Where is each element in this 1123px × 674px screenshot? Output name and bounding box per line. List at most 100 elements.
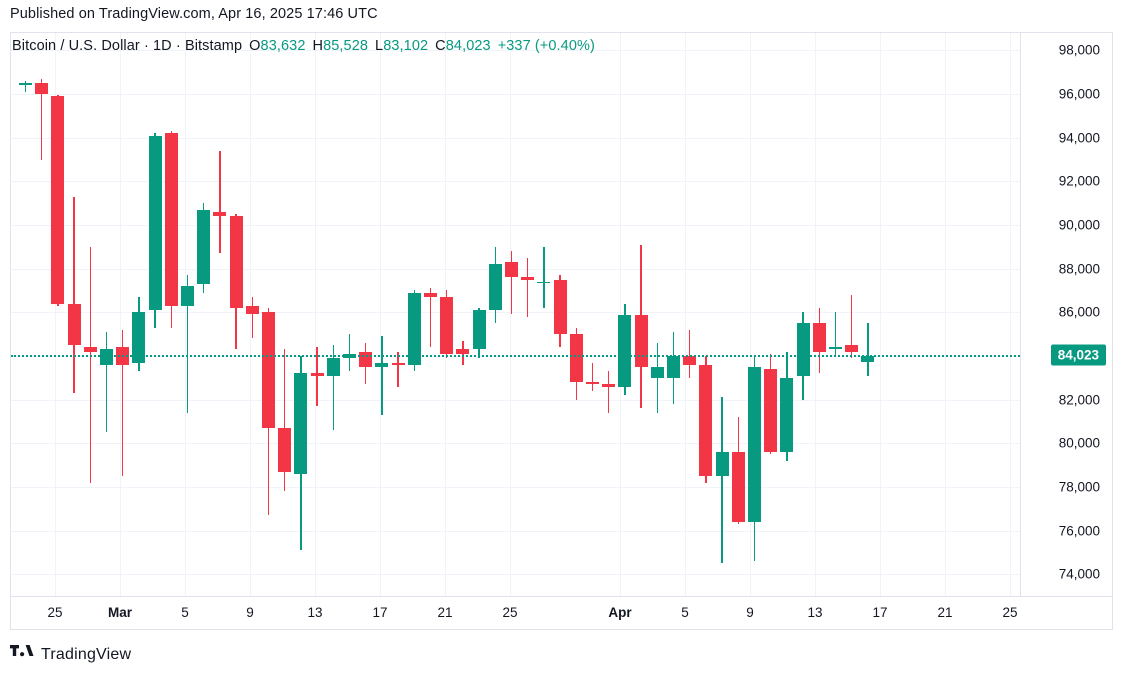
candle-body[interactable] [505, 262, 518, 278]
price-axis-label: 98,000 [1058, 42, 1100, 58]
candle-body[interactable] [715, 451, 729, 476]
candle-wick [24, 81, 27, 92]
candle-body[interactable] [812, 323, 826, 352]
candle-body[interactable] [213, 211, 227, 217]
time-axis-divider [11, 596, 1112, 597]
current-price-badge[interactable]: 84,023 [1050, 344, 1106, 366]
candle-body[interactable] [748, 366, 761, 522]
gridline-horizontal [11, 530, 1020, 532]
candle-wick [316, 347, 318, 407]
candle-body[interactable] [602, 384, 616, 387]
candle-body[interactable] [197, 209, 211, 284]
candle-wick [850, 294, 853, 359]
time-axis[interactable]: 25 Mar 5 9 13 17 21 25 Apr 5 9 13 17 21 25 [11, 597, 1020, 629]
candle-body[interactable] [67, 303, 81, 346]
candle-body[interactable] [83, 347, 97, 352]
tradingview-logo-icon [10, 645, 34, 665]
candle-body[interactable] [650, 366, 664, 378]
candle-wick [40, 78, 43, 160]
candle-body[interactable] [829, 347, 842, 350]
candle-body[interactable] [488, 264, 502, 311]
gridline-vertical [1010, 33, 1011, 596]
candle-body[interactable] [35, 83, 49, 95]
legend-change-value: +337 (+0.40%) [497, 38, 595, 54]
candle-body[interactable] [586, 382, 599, 385]
candle-body[interactable] [764, 369, 778, 452]
candle-wick [607, 371, 610, 413]
candle-body[interactable] [521, 277, 535, 280]
candle-body[interactable] [132, 312, 146, 363]
candle-body[interactable] [407, 292, 421, 365]
time-axis-label: 21 [937, 605, 953, 620]
candle-body[interactable] [683, 355, 697, 365]
legend-close-label: C [435, 38, 446, 54]
candle-body[interactable] [845, 345, 859, 352]
candle-body[interactable] [780, 377, 794, 452]
candle-wick [543, 246, 545, 308]
candle-wick [219, 150, 221, 254]
candle-body[interactable] [229, 216, 243, 308]
candle-body[interactable] [278, 427, 292, 472]
gridline-horizontal [11, 574, 1020, 576]
price-axis-label: 94,000 [1058, 130, 1100, 146]
candle-body[interactable] [618, 314, 632, 387]
legend-high-label: H [312, 38, 324, 54]
candle-body[interactable] [359, 351, 373, 367]
price-axis-label: 82,000 [1058, 392, 1100, 408]
candle-wick [89, 246, 92, 483]
candle-body[interactable] [440, 297, 454, 354]
gridline-vertical [250, 33, 251, 596]
candle-body[interactable] [164, 133, 178, 306]
candle-body[interactable] [537, 281, 551, 284]
legend-interval[interactable]: 1D [153, 38, 172, 54]
candle-body[interactable] [262, 312, 275, 428]
candle-body[interactable] [667, 355, 680, 378]
gridline-vertical [945, 33, 946, 596]
candle-body[interactable] [148, 135, 162, 311]
candle-body[interactable] [634, 314, 648, 367]
candle-wick [688, 329, 691, 378]
price-axis-label: 74,000 [1058, 566, 1100, 582]
legend-exchange[interactable]: Bitstamp [184, 38, 243, 54]
price-axis-label: 96,000 [1058, 86, 1100, 102]
price-axis[interactable]: 98,000 96,000 94,000 92,000 90,000 88,000 86,0… [1020, 33, 1112, 596]
candle-wick [348, 334, 351, 372]
candle-wick [656, 342, 659, 413]
candle-body[interactable] [553, 279, 567, 335]
gridline-vertical [120, 33, 121, 596]
candle-body[interactable] [424, 292, 437, 298]
gridline-horizontal [11, 486, 1020, 488]
published-caption: Published on TradingView.com, Apr 16, 20… [10, 6, 378, 22]
time-axis-label: 9 [246, 605, 254, 620]
candle-body[interactable] [796, 323, 810, 376]
gridline-horizontal [11, 94, 1020, 96]
time-axis-label: 25 [1002, 605, 1018, 620]
candle-body[interactable] [569, 334, 583, 383]
candle-body[interactable] [19, 83, 32, 86]
candle-body[interactable] [51, 96, 65, 304]
candle-body[interactable] [245, 305, 259, 315]
candle-body[interactable] [294, 373, 308, 474]
candle-body[interactable] [456, 349, 470, 354]
gridline-vertical [685, 33, 686, 596]
candle-body[interactable] [861, 355, 875, 363]
candle-wick [834, 312, 837, 356]
time-axis-label: 25 [502, 605, 518, 620]
candle-body[interactable] [181, 286, 194, 306]
candle-body[interactable] [472, 310, 486, 350]
candle-body[interactable] [391, 362, 405, 365]
gridline-horizontal [11, 225, 1020, 227]
candle-body[interactable] [731, 451, 745, 522]
price-axis-label: 78,000 [1058, 479, 1100, 495]
candle-body[interactable] [699, 364, 713, 476]
legend-symbol[interactable]: Bitcoin / U.S. Dollar [12, 38, 140, 54]
gridline-horizontal [11, 50, 1020, 52]
gridline-vertical [880, 33, 881, 596]
gridline-horizontal [11, 181, 1020, 183]
gridline-horizontal [11, 399, 1020, 401]
legend-open-label: O [249, 38, 261, 54]
candle-body[interactable] [326, 358, 340, 376]
candle-body[interactable] [375, 362, 389, 367]
candle-body[interactable] [310, 373, 324, 376]
candlestick-plot-area[interactable] [11, 33, 1020, 596]
